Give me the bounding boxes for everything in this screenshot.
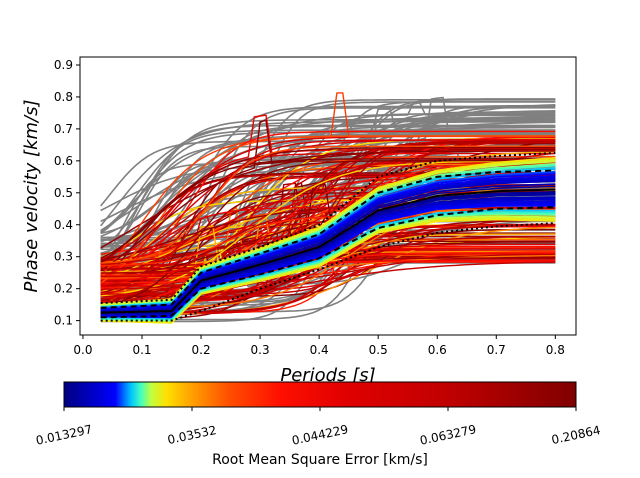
ensemble-curve [100,164,556,307]
y-axis-label: Phase velocity [km/s] [21,100,42,293]
x-tick-label: 0.0 [73,343,92,357]
colorbar-label: Root Mean Square Error [km/s] [212,452,428,468]
ensemble-curve [100,170,556,309]
y-tick-label: 0.3 [54,250,73,264]
ensemble-curve [100,178,556,311]
colorbar-tick-label: 0.063279 [419,422,478,448]
y-tick-label: 0.1 [54,314,73,328]
ensemble-curve [100,160,556,306]
x-axis-label: Periods [s] [280,365,375,386]
y-tick-label: 0.6 [54,154,73,168]
ensemble-curve [100,105,556,255]
y-tick-label: 0.4 [54,218,73,232]
stat-line-minus-two-std [100,222,556,322]
y-tick-label: 0.9 [54,58,73,72]
x-tick-label: 0.5 [369,343,388,357]
colorbar-tick-label: 0.013297 [35,422,94,448]
x-tick-label: 0.8 [546,343,565,357]
ensemble-curve [100,145,556,264]
ensemble-curve [100,124,556,269]
y-tick-label: 0.5 [54,186,73,200]
ensemble-curve [100,158,556,259]
ensemble-curve [100,183,556,312]
y-tick-label: 0.8 [54,90,73,104]
ensemble-curve [100,139,556,296]
x-tick-label: 0.2 [192,343,211,357]
plot-frame [79,56,577,336]
x-tick-label: 0.4 [310,343,329,357]
x-tick-label: 0.6 [428,343,447,357]
ensemble-curve [100,204,556,318]
colorbar-ticks: 0.013297 0.03532 0.044229 0.063279 0.20864 [35,407,602,448]
stat-line-plus-one-std [100,169,556,309]
ensemble-curve [100,146,556,264]
x-tick-label: 0.7 [487,343,506,357]
stat-line-mean [100,188,556,314]
colorbar-tick-label: 0.20864 [550,423,601,447]
ensemble-curve [100,130,556,271]
x-tick-label: 0.3 [251,343,270,357]
ensemble-curves [100,92,556,324]
y-tick-label: 0.2 [54,282,73,296]
ensemble-curve [100,119,556,250]
ensemble-curve [100,119,556,272]
y-tick-label: 0.7 [54,122,73,136]
statistics-lines [100,151,556,322]
x-tick-label: 0.1 [132,343,151,357]
ensemble-curve [100,200,556,317]
colorbar-tick-label: 0.044229 [291,422,350,448]
stat-line-minus-one-std [100,206,556,319]
ensemble-curve [100,254,556,279]
ensemble-curve [100,212,556,321]
ensemble-curve [100,160,556,297]
colorbar-tick-label: 0.03532 [166,423,217,447]
y-axis-ticks: 0.1 0.2 0.3 0.4 0.5 0.6 0.7 0.8 0.9 [54,58,80,328]
x-axis-ticks: 0.0 0.1 0.2 0.3 0.4 0.5 0.6 0.7 0.8 [73,335,565,357]
ensemble-curve [100,160,556,307]
stat-line-plus-two-std [100,151,556,304]
colorbar [63,381,577,408]
